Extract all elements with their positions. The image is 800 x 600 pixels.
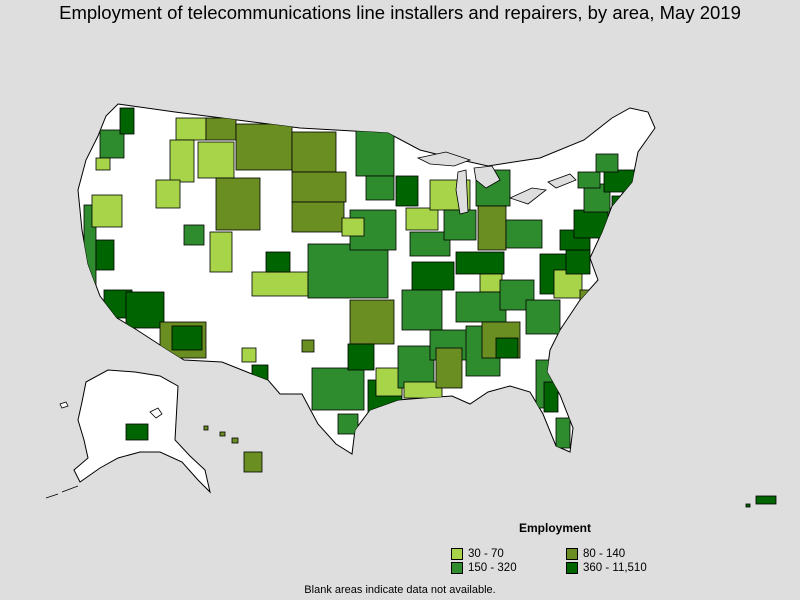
hawaii [203, 425, 263, 473]
alaska [45, 369, 211, 499]
footnote: Blank areas indicate data not available. [304, 584, 496, 596]
legend-label: 80 - 140 [583, 548, 626, 560]
contiguous-us [77, 103, 656, 455]
legend-item: 30 - 70 [451, 547, 504, 561]
map-title: Employment of telecommunications line in… [59, 2, 741, 23]
legend-swatch [451, 562, 463, 574]
legend-item: 80 - 140 [566, 547, 625, 561]
legend-swatch [566, 548, 578, 560]
great-lakes [416, 151, 577, 215]
legend-item: 360 - 11,510 [566, 561, 647, 575]
legend-title: Employment [518, 521, 591, 535]
legend-swatch [451, 548, 463, 560]
legend-swatch [566, 562, 578, 574]
legend-label: 150 - 320 [468, 562, 517, 574]
puerto-rico [745, 495, 777, 508]
legend-item: 150 - 320 [451, 561, 517, 575]
legend-label: 30 - 70 [468, 548, 504, 560]
legend-label: 360 - 11,510 [583, 562, 647, 574]
